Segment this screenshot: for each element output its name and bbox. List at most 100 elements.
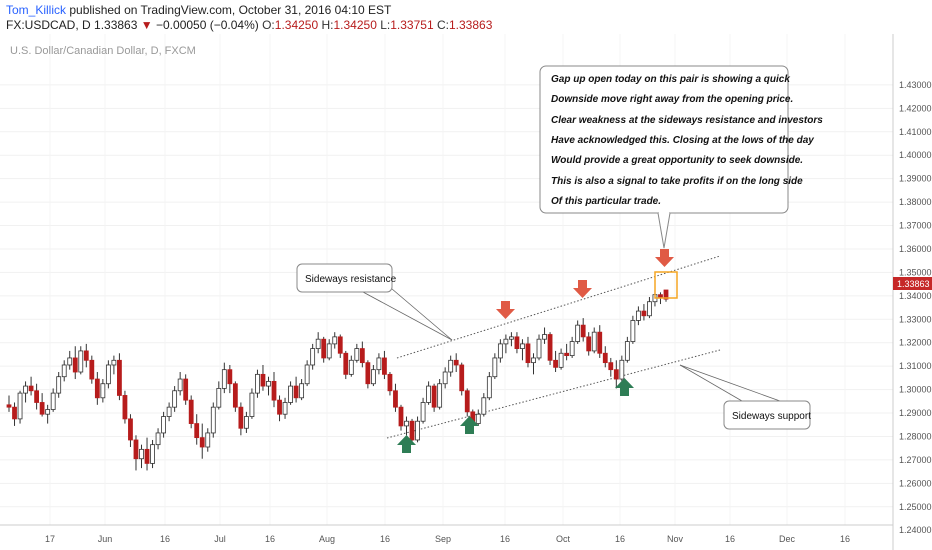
candle[interactable] — [34, 383, 40, 410]
candle[interactable] — [536, 334, 542, 361]
candle[interactable] — [459, 362, 465, 396]
candle[interactable] — [404, 416, 409, 436]
candle[interactable] — [359, 341, 365, 368]
candle[interactable] — [332, 332, 338, 349]
candle[interactable] — [238, 402, 244, 436]
candle[interactable] — [409, 418, 415, 445]
candle[interactable] — [199, 423, 205, 459]
candle[interactable] — [205, 428, 211, 452]
candle[interactable] — [39, 393, 45, 417]
candle[interactable] — [266, 376, 271, 396]
candle[interactable] — [23, 381, 28, 403]
candle[interactable] — [221, 362, 227, 394]
candle[interactable] — [310, 343, 316, 370]
candle[interactable] — [166, 402, 172, 422]
candle[interactable] — [580, 318, 586, 342]
candle[interactable] — [293, 376, 299, 403]
candle[interactable] — [6, 395, 12, 412]
candle[interactable] — [630, 315, 636, 344]
resistance-callout[interactable]: Sideways resistance — [296, 263, 453, 341]
candle[interactable] — [321, 336, 327, 363]
candle[interactable] — [326, 339, 332, 361]
candle[interactable] — [337, 334, 343, 358]
candle[interactable] — [442, 367, 448, 389]
candle[interactable] — [183, 374, 189, 405]
candle[interactable] — [78, 346, 84, 375]
candle[interactable] — [514, 332, 520, 354]
candle[interactable] — [558, 348, 564, 370]
candle[interactable] — [227, 364, 233, 394]
candle[interactable] — [453, 353, 459, 373]
support-callout[interactable]: Sideways support — [679, 364, 811, 430]
candle[interactable] — [663, 289, 669, 302]
candle[interactable] — [105, 360, 111, 389]
candle[interactable] — [509, 332, 514, 347]
candle[interactable] — [586, 332, 592, 356]
candle[interactable] — [348, 355, 354, 377]
candle[interactable] — [177, 372, 183, 396]
candle[interactable] — [597, 325, 603, 358]
candle[interactable] — [486, 372, 492, 401]
candle[interactable] — [304, 360, 310, 387]
analysis-note[interactable]: Gap up open today on this pair is showin… — [539, 65, 823, 249]
candle[interactable] — [569, 336, 575, 358]
candle[interactable] — [260, 364, 266, 391]
candle[interactable] — [161, 411, 166, 438]
candle[interactable] — [613, 360, 619, 389]
candle[interactable] — [365, 360, 371, 389]
candle[interactable] — [426, 381, 431, 405]
candle[interactable] — [194, 414, 200, 445]
resistance-trendline[interactable] — [396, 255, 721, 359]
candle[interactable] — [376, 353, 382, 375]
candle[interactable] — [497, 339, 503, 363]
candle[interactable] — [210, 402, 216, 438]
candle[interactable] — [415, 416, 420, 443]
candle[interactable] — [150, 439, 155, 469]
candle[interactable] — [144, 437, 150, 471]
candle[interactable] — [437, 379, 443, 410]
candle[interactable] — [216, 381, 222, 410]
support-trendline[interactable] — [386, 349, 721, 439]
candle[interactable] — [28, 376, 34, 396]
candle[interactable] — [17, 390, 23, 424]
candle[interactable] — [575, 320, 581, 344]
candle[interactable] — [111, 355, 117, 375]
candle[interactable] — [133, 435, 139, 471]
candle[interactable] — [647, 297, 652, 319]
candle[interactable] — [431, 383, 437, 412]
candle[interactable] — [61, 360, 67, 382]
candle[interactable] — [128, 414, 133, 448]
candle[interactable] — [12, 402, 17, 426]
candle[interactable] — [553, 350, 558, 373]
candle[interactable] — [481, 393, 487, 417]
candle[interactable] — [188, 395, 194, 429]
candle[interactable] — [244, 411, 249, 433]
candle[interactable] — [139, 444, 144, 469]
candle[interactable] — [299, 379, 305, 401]
price-chart[interactable]: U.S. Dollar/Canadian Dollar, D, FXCM 1.4… — [0, 34, 932, 550]
candle[interactable] — [492, 353, 498, 380]
candle[interactable] — [564, 343, 570, 361]
candle[interactable] — [67, 350, 73, 370]
candle[interactable] — [315, 332, 321, 354]
candle[interactable] — [464, 388, 470, 417]
candle[interactable] — [503, 334, 509, 354]
candle[interactable] — [448, 355, 454, 377]
candle[interactable] — [393, 383, 398, 412]
candle[interactable] — [382, 350, 387, 380]
candle[interactable] — [547, 332, 553, 365]
candle[interactable] — [354, 343, 360, 363]
candle[interactable] — [420, 397, 426, 424]
candle[interactable] — [50, 388, 56, 412]
candle[interactable] — [172, 386, 178, 412]
candle[interactable] — [277, 395, 282, 422]
candle[interactable] — [255, 369, 260, 398]
candle[interactable] — [398, 404, 404, 431]
candle[interactable] — [520, 339, 525, 361]
candle[interactable] — [56, 372, 62, 398]
candle[interactable] — [387, 372, 393, 396]
candle[interactable] — [531, 353, 536, 375]
candle[interactable] — [370, 364, 376, 387]
candle[interactable] — [525, 336, 531, 368]
candle[interactable] — [45, 404, 51, 424]
